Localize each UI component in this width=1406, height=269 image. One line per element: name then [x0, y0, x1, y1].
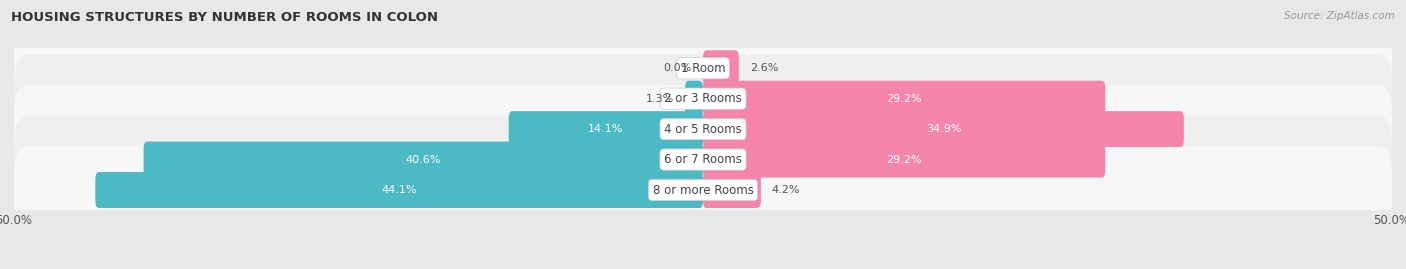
Text: 6 or 7 Rooms: 6 or 7 Rooms [664, 153, 742, 166]
Text: 34.9%: 34.9% [925, 124, 962, 134]
FancyBboxPatch shape [509, 111, 703, 147]
FancyBboxPatch shape [143, 141, 703, 178]
Text: 4 or 5 Rooms: 4 or 5 Rooms [664, 123, 742, 136]
Text: HOUSING STRUCTURES BY NUMBER OF ROOMS IN COLON: HOUSING STRUCTURES BY NUMBER OF ROOMS IN… [11, 11, 439, 24]
Text: 14.1%: 14.1% [588, 124, 623, 134]
Text: 29.2%: 29.2% [886, 155, 922, 165]
Text: 4.2%: 4.2% [772, 185, 800, 195]
FancyBboxPatch shape [703, 172, 761, 208]
FancyBboxPatch shape [14, 24, 1392, 112]
FancyBboxPatch shape [703, 111, 1184, 147]
FancyBboxPatch shape [14, 85, 1392, 173]
FancyBboxPatch shape [14, 55, 1392, 143]
FancyBboxPatch shape [96, 172, 703, 208]
Text: 44.1%: 44.1% [381, 185, 418, 195]
Text: 8 or more Rooms: 8 or more Rooms [652, 183, 754, 197]
FancyBboxPatch shape [14, 115, 1392, 204]
Text: 29.2%: 29.2% [886, 94, 922, 104]
Text: 40.6%: 40.6% [405, 155, 441, 165]
FancyBboxPatch shape [703, 50, 738, 86]
Text: Source: ZipAtlas.com: Source: ZipAtlas.com [1284, 11, 1395, 21]
Text: 0.0%: 0.0% [664, 63, 692, 73]
Text: 1 Room: 1 Room [681, 62, 725, 75]
FancyBboxPatch shape [685, 81, 703, 117]
FancyBboxPatch shape [703, 141, 1105, 178]
Text: 1.3%: 1.3% [645, 94, 673, 104]
Text: 2.6%: 2.6% [749, 63, 779, 73]
FancyBboxPatch shape [14, 146, 1392, 234]
Text: 2 or 3 Rooms: 2 or 3 Rooms [664, 92, 742, 105]
FancyBboxPatch shape [703, 81, 1105, 117]
